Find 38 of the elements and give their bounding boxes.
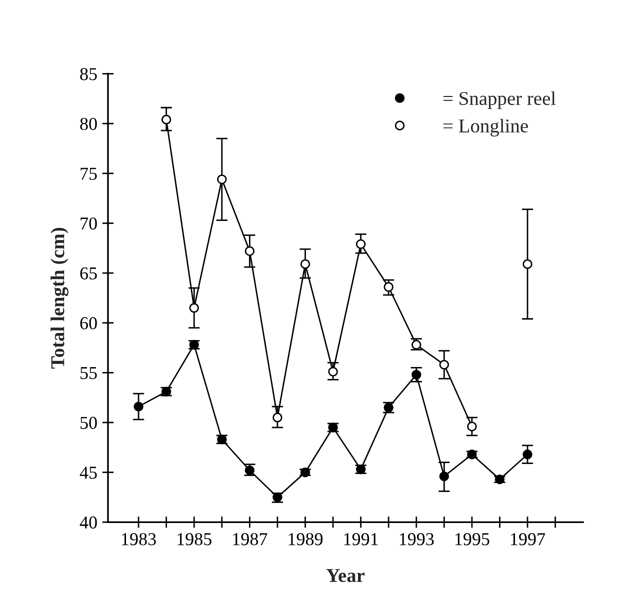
legend-label: = Snapper reel	[443, 91, 556, 109]
point	[467, 422, 477, 432]
y-tick-label: 70	[80, 217, 97, 230]
x-tick-label: 1989	[288, 533, 323, 546]
y-axis-title: Total length (cm)	[50, 228, 68, 369]
point	[522, 259, 532, 269]
y-tick-label: 75	[80, 168, 97, 180]
x-tick-label: 1987	[233, 533, 268, 546]
point	[161, 114, 172, 124]
y-tick-label: 45	[80, 466, 97, 479]
x-tick-label: 1993	[400, 533, 434, 546]
point	[412, 370, 422, 380]
y-tick-label: 85	[80, 68, 97, 80]
point	[356, 239, 366, 250]
point	[134, 402, 144, 412]
x-tick-label: 1997	[511, 533, 546, 546]
point	[439, 471, 450, 482]
x-tick-label: 1995	[455, 533, 490, 546]
x-tick-label: 1985	[178, 533, 212, 546]
y-tick-label: 60	[80, 317, 97, 330]
x-tick-label: 1983	[122, 533, 156, 546]
point	[522, 450, 532, 460]
point	[300, 259, 310, 269]
point	[439, 360, 450, 370]
point	[272, 412, 282, 422]
point	[384, 282, 394, 292]
legend-label: = Longline	[443, 118, 528, 137]
y-tick-label: 65	[80, 267, 97, 280]
y-tick-label: 40	[80, 516, 97, 529]
point	[244, 246, 255, 256]
x-axis-title: Year	[326, 569, 365, 582]
y-tick-label: 50	[80, 416, 97, 429]
point	[189, 303, 199, 313]
y-tick-label: 55	[80, 367, 97, 380]
point	[217, 174, 227, 184]
x-tick-label: 1991	[344, 533, 378, 546]
y-tick-label: 80	[80, 118, 97, 130]
point	[328, 366, 338, 377]
